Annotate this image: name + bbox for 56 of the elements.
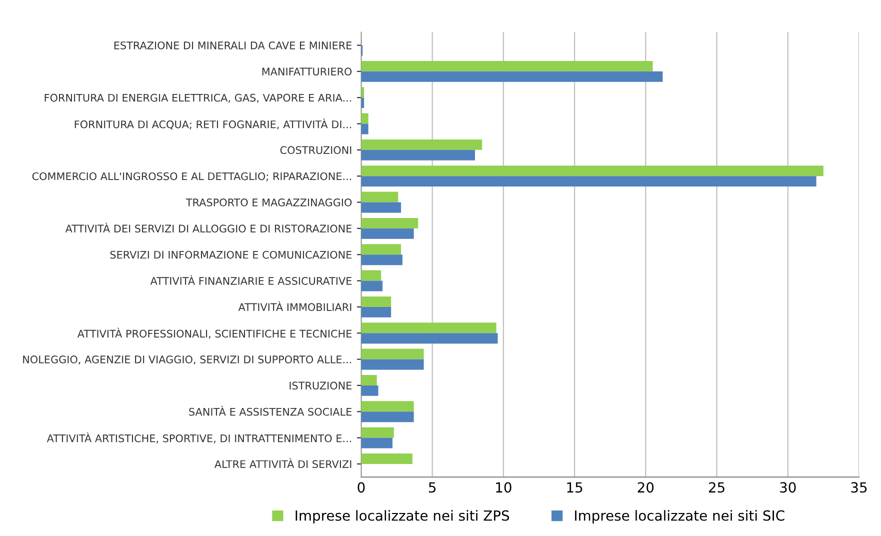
bar xyxy=(361,374,377,386)
x-tick-label: 30 xyxy=(780,482,796,493)
y-tick-label: ISTRUZIONE xyxy=(290,382,352,390)
bar xyxy=(361,306,392,318)
bar xyxy=(361,427,394,438)
bar xyxy=(361,412,414,422)
y-tick-label: ATTIVITÀ PROFESSIONALI, SCIENTIFICHE E TECNICHE xyxy=(77,328,352,339)
bar xyxy=(361,333,498,344)
bar xyxy=(361,385,378,396)
y-tick-label: SERVIZI DI INFORMAZIONE E COMUNICAZIONE xyxy=(110,250,352,259)
bar xyxy=(361,202,402,213)
bar xyxy=(361,192,398,202)
y-tick-label: SANITÀ E ASSISTENZA SOCIALE xyxy=(189,406,352,416)
y-tick-label: TRASPORTO E MAGAZZINAGGIO xyxy=(186,198,352,206)
x-tick-label: 25 xyxy=(708,482,724,493)
x-tick-label: 0 xyxy=(358,482,365,493)
bar xyxy=(361,254,402,266)
y-tick-label: ESTRAZIONE DI MINERALI DA CAVE E MINIERE xyxy=(114,41,352,50)
bar xyxy=(361,218,418,228)
bar xyxy=(361,438,392,448)
y-tick-label: COSTRUZIONI xyxy=(280,146,352,154)
x-tick-label: 20 xyxy=(638,482,654,493)
x-tick-label: 35 xyxy=(851,482,867,493)
bar xyxy=(361,401,414,412)
y-tick-label: ATTIVITÀ ARTISTICHE, SPORTIVE, DI INTRATTENIMENTO E... xyxy=(46,432,352,444)
bar xyxy=(361,270,382,281)
bar xyxy=(361,139,482,150)
y-tick-label: ATTIVITÀ FINANZIARIE E ASSICURATIVE xyxy=(150,275,352,285)
bar xyxy=(361,124,368,134)
x-tick-label: 15 xyxy=(567,482,582,493)
bar xyxy=(361,453,412,464)
bar xyxy=(361,176,816,187)
bar xyxy=(361,296,392,307)
y-tick-label: ALTRE ATTIVITÀ DI SERVIZI xyxy=(214,458,352,468)
x-tick-label: 10 xyxy=(496,482,512,493)
bar xyxy=(361,60,653,72)
y-tick-label: NOLEGGIO, AGENZIE DI VIAGGIO, SERVIZI DI SUPPORTO ALLE... xyxy=(23,356,352,364)
bar xyxy=(361,150,475,160)
y-tick-label: FORNITURA DI ENERGIA ELETTRICA, GAS, VAPORE E ARIA... xyxy=(44,94,352,103)
bar xyxy=(361,348,424,360)
y-tick-label: ATTIVITÀ IMMOBILIARI xyxy=(238,301,352,312)
y-tick-label: COMMERCIO ALL'INGROSSO E AL DETTAGLIO; RIPARAZIONE... xyxy=(32,172,352,182)
legend-label: Imprese localizzate nei siti ZPS xyxy=(296,510,510,524)
bar xyxy=(361,113,368,124)
legend-label: Imprese localizzate nei siti SIC xyxy=(575,510,784,524)
x-tick-label: 5 xyxy=(428,482,436,493)
bar xyxy=(361,322,496,334)
y-tick-label: FORNITURA DI ACQUA; RETI FOGNARIE, ATTIVITÀ DI... xyxy=(74,118,352,130)
bar xyxy=(361,166,824,176)
bar xyxy=(361,71,663,82)
bar xyxy=(361,359,424,370)
y-tick-label: ATTIVITÀ DEI SERVIZI DI ALLOGGIO E DI RISTORAZIONE xyxy=(65,222,352,233)
bar xyxy=(361,280,383,292)
y-tick-label: MANIFATTURIERO xyxy=(262,68,352,76)
bar xyxy=(361,244,402,255)
bar xyxy=(361,228,414,239)
